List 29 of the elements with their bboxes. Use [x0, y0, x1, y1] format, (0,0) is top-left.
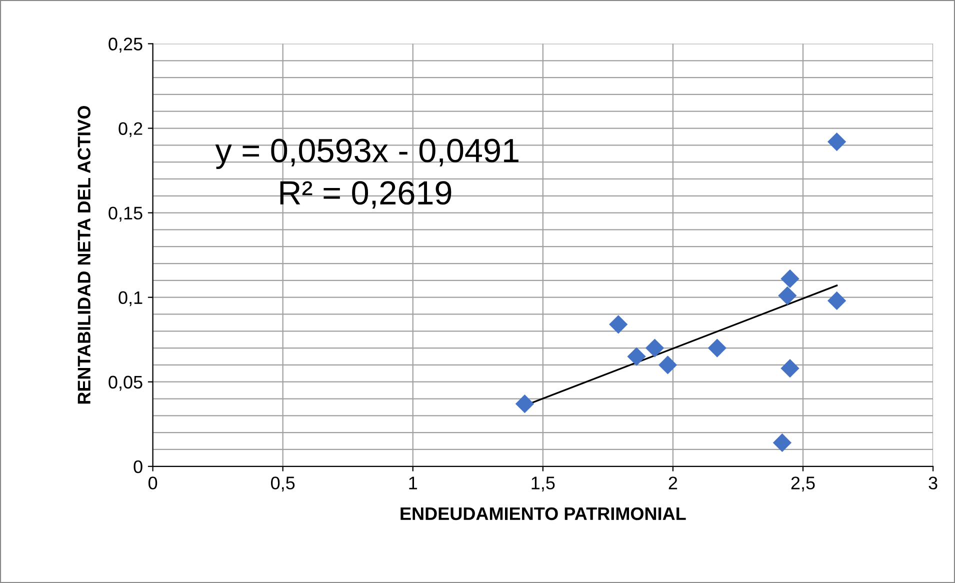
y-tick-label: 0,15 [108, 206, 142, 222]
point [645, 338, 664, 358]
point [780, 359, 800, 378]
point [627, 347, 646, 366]
y-tick-label: 0,25 [108, 38, 142, 53]
point [778, 286, 797, 305]
point [515, 394, 534, 414]
x-tick-label: 3 [928, 476, 938, 490]
point [780, 269, 800, 288]
x-tick-label: 2 [668, 476, 678, 490]
y-tick-label: 0 [134, 460, 142, 474]
point [609, 315, 628, 334]
y-axis-title: RENTABILIDAD NETA DEL ACTIVO [78, 106, 90, 404]
point [772, 433, 792, 452]
x-tick-label: 1 [409, 476, 418, 490]
annotation: y = 0,0593x - 0,0491 [215, 138, 518, 169]
y-tick-label: 0,05 [108, 376, 142, 391]
x-tick-label: 0 [148, 476, 158, 490]
point [658, 356, 678, 374]
y-tick-label: 0,2 [118, 122, 142, 138]
x-axis-title: ENDEUDAMIENTO PATRIMONIAL [400, 507, 686, 520]
point [827, 132, 846, 152]
point [708, 338, 726, 358]
x-tick-label: 2,5 [791, 476, 815, 492]
x-tick-label: 0,5 [270, 476, 295, 492]
x-tick-label: 1,5 [532, 476, 555, 492]
point [827, 291, 846, 310]
y-tick-label: 0,1 [118, 291, 142, 306]
annotation: R² = 0,2619 [280, 181, 452, 209]
